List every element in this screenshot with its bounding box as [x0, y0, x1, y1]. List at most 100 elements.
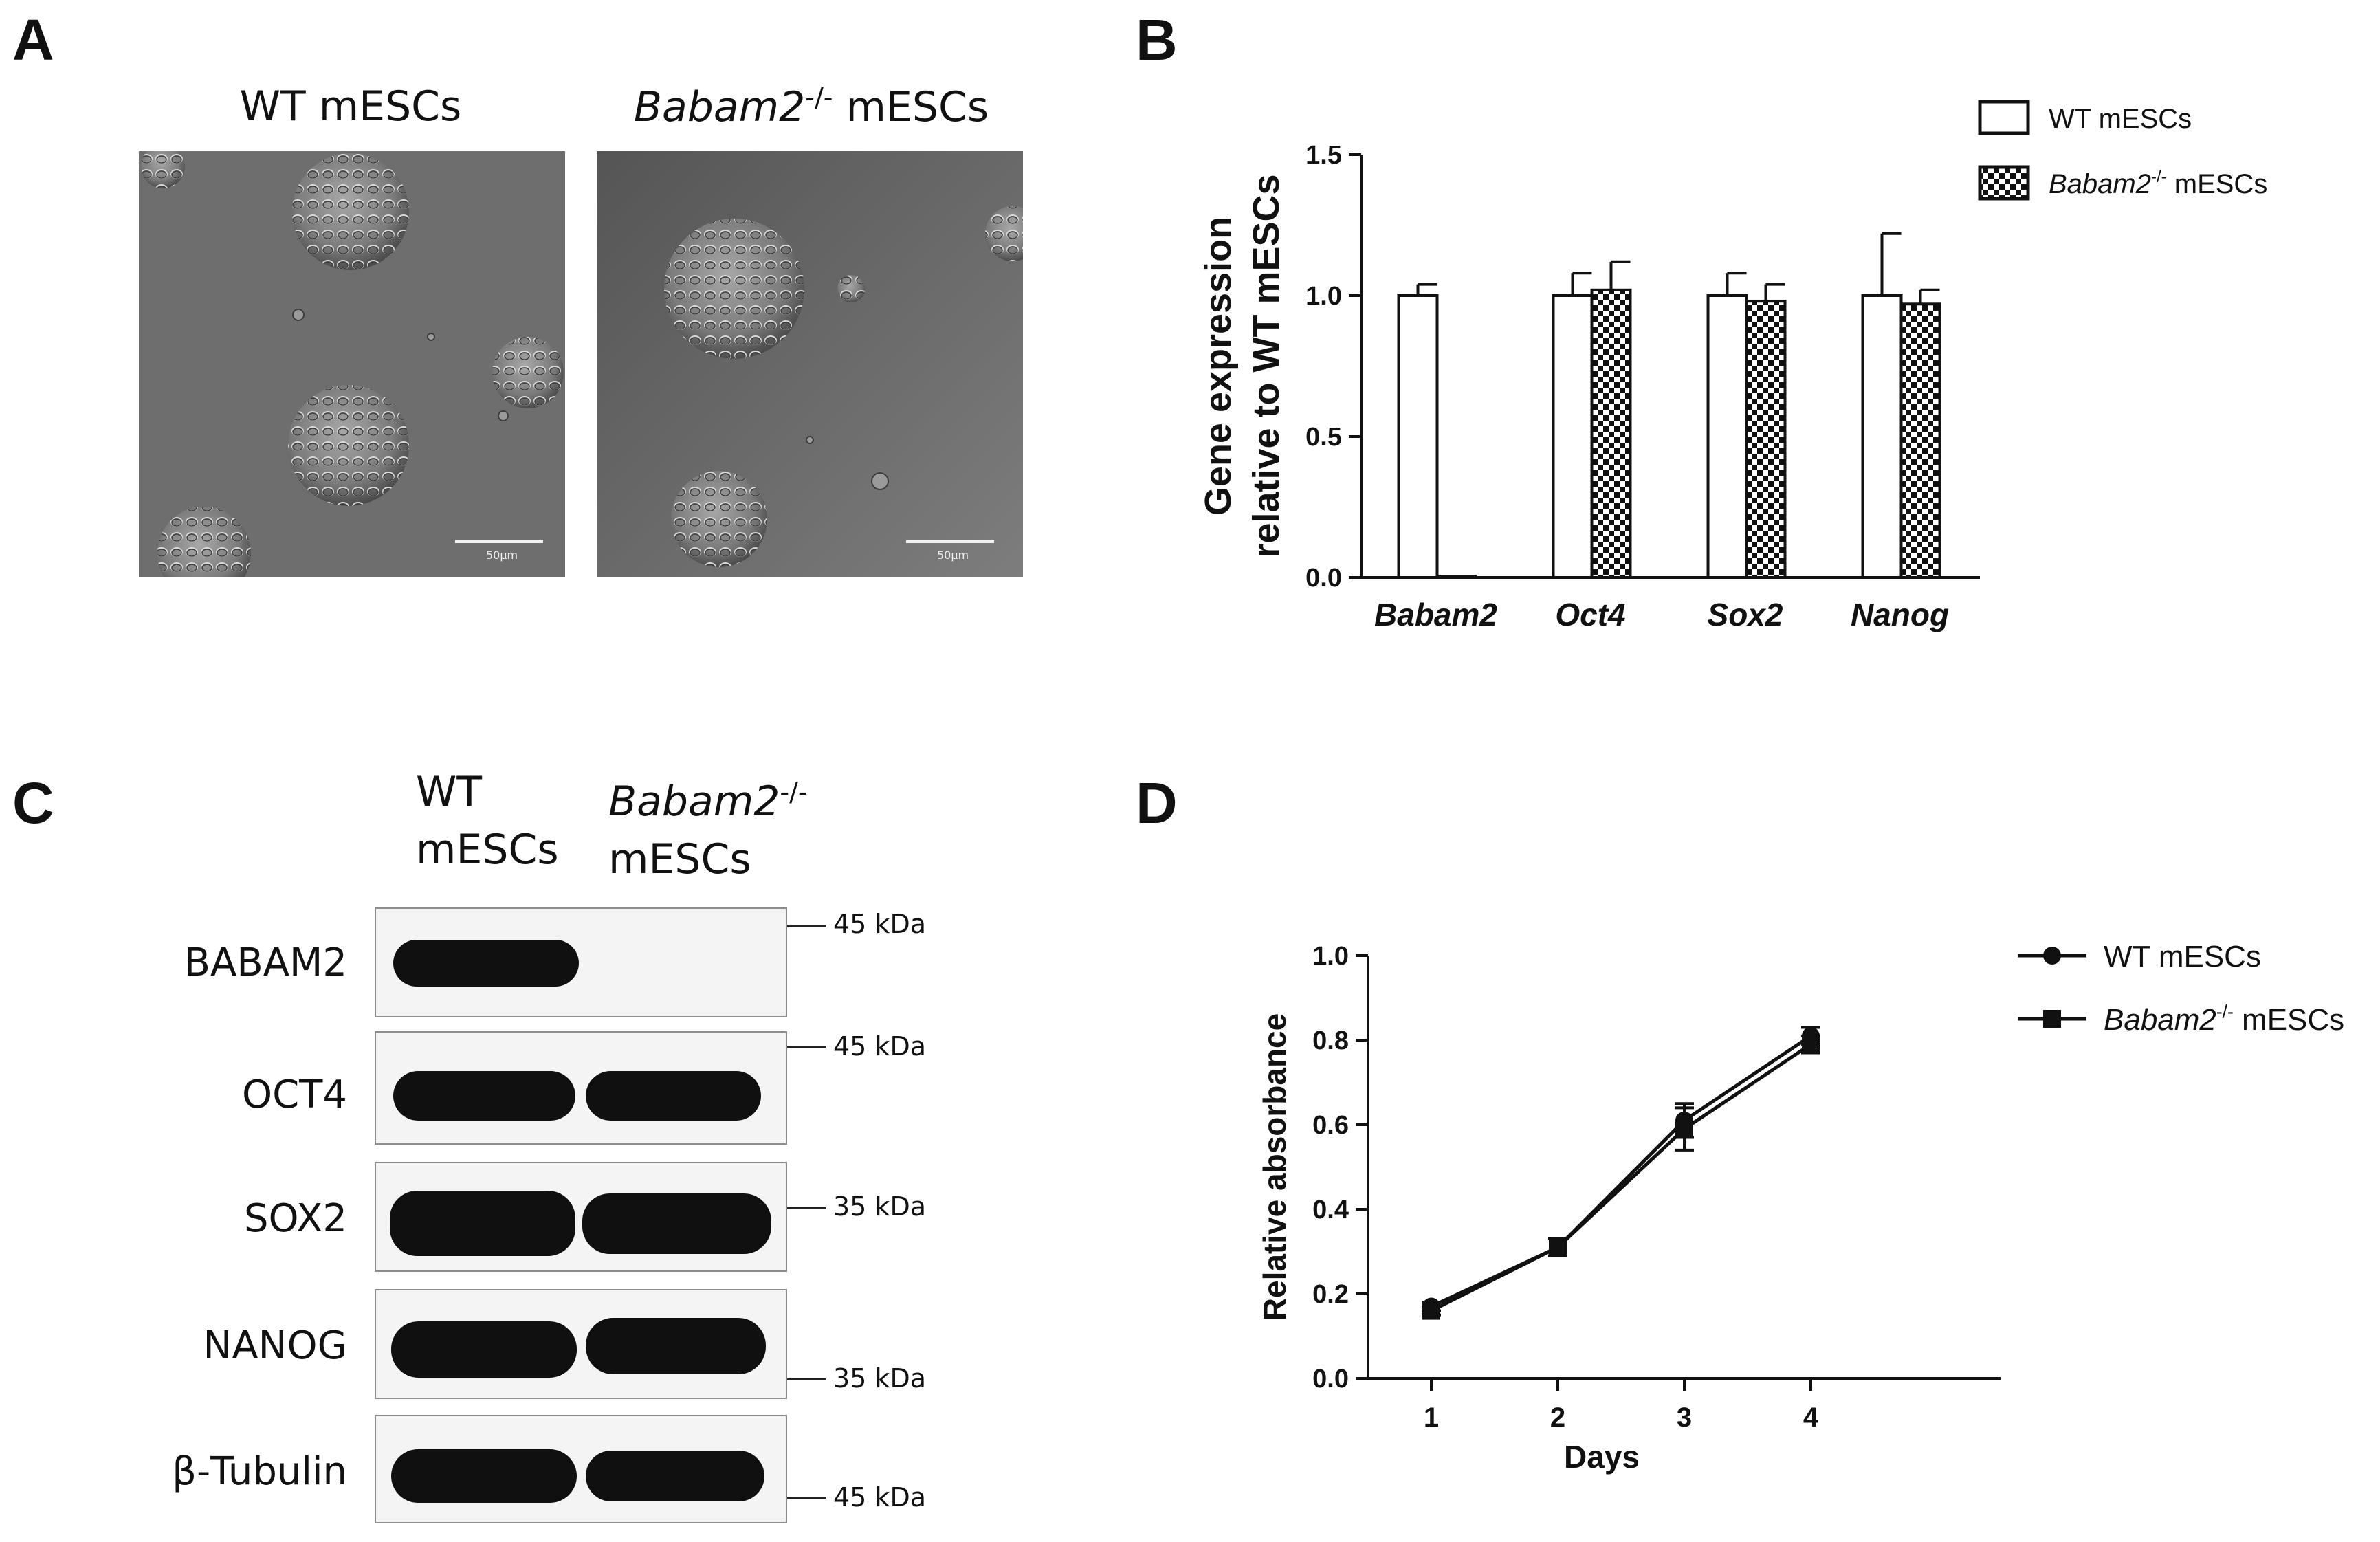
- band-ko: [586, 1071, 761, 1121]
- y-tick-label: 0.0: [1312, 1365, 1349, 1394]
- image-caption-ko: Babam2-/- mESCs: [591, 82, 1031, 131]
- protein-label-oct4: OCT4: [241, 1072, 347, 1117]
- bar: [1552, 294, 1594, 579]
- y-tick-label: 0.0: [1305, 564, 1342, 593]
- band-wt: [391, 1449, 577, 1503]
- lane-header-ko: Babam2-/- mESCs: [608, 763, 808, 888]
- series-line: [1430, 1043, 1812, 1312]
- caption-superscript: -/-: [805, 82, 833, 113]
- x-tick-label: Babam2: [1374, 597, 1497, 632]
- marker-label: 45 kDa: [833, 909, 926, 939]
- scale-bar-label: 50μm: [486, 549, 518, 562]
- caption-italic: Babam2: [633, 83, 806, 131]
- scale-bar-label: 50μm: [937, 549, 969, 562]
- legend-label: WT mESCs: [2104, 940, 2261, 973]
- y-tick-label: 0.5: [1305, 423, 1342, 452]
- legend-label: Babam2-/- mESCs: [2104, 1001, 2344, 1037]
- scale-bar: [455, 540, 543, 543]
- colony-group: [664, 206, 1023, 567]
- x-tick-label: Nanog: [1851, 597, 1949, 632]
- marker-label: 35 kDa: [833, 1363, 926, 1394]
- marker-tick: [787, 925, 826, 927]
- image-caption-wt: WT mESCs: [137, 82, 564, 131]
- y-tick-label: 0.4: [1312, 1196, 1349, 1224]
- x-tick-label: 4: [1803, 1402, 1819, 1433]
- bar: [1706, 294, 1748, 579]
- series-line: [1430, 1034, 1812, 1308]
- band-ko: [582, 1193, 771, 1254]
- band-wt: [393, 940, 579, 987]
- marker-tick: [787, 1046, 826, 1048]
- legend-marker: [2043, 947, 2061, 965]
- lane-header-italic: Babam2: [608, 778, 780, 826]
- marker-tick: [787, 1207, 826, 1209]
- caption-text: mESCs: [833, 83, 989, 131]
- lane-header-line2: mESCs: [608, 835, 751, 883]
- marker-tick: [787, 1497, 826, 1499]
- band-wt: [390, 1191, 575, 1256]
- panel-b-label: B: [1136, 8, 1178, 72]
- y-tick-label: 0.6: [1312, 1111, 1349, 1140]
- marker-tick: [787, 1378, 826, 1380]
- band-ko: [586, 1318, 766, 1374]
- lane-header-line1: WT: [416, 768, 482, 816]
- bar: [1435, 575, 1477, 579]
- lane-header-line2: mESCs: [416, 826, 559, 874]
- bar: [1899, 302, 1941, 579]
- micrograph-wt-svg: [139, 151, 565, 577]
- blot-oct4: [375, 1031, 787, 1145]
- micrograph-ko: 50μm: [597, 151, 1023, 577]
- data-point: [1675, 1120, 1693, 1138]
- lane-header-superscript: -/-: [780, 777, 808, 807]
- protein-label-beta-tubulin: β-Tubulin: [172, 1449, 347, 1494]
- legend-swatch: [1978, 100, 2030, 135]
- y-tick-label: 1.0: [1312, 942, 1349, 971]
- y-tick-label: 1.5: [1305, 141, 1342, 170]
- y-tick-label: 0.2: [1312, 1280, 1349, 1309]
- blot-beta-tubulin: [375, 1415, 787, 1523]
- lane-header-wt: WT mESCs: [416, 763, 559, 879]
- band-wt: [391, 1321, 577, 1378]
- bar: [1861, 294, 1903, 579]
- scale-bar: [906, 540, 994, 543]
- protein-label-nanog: NANOG: [203, 1323, 347, 1368]
- x-tick-label: 1: [1424, 1402, 1439, 1433]
- blot-sox2: [375, 1162, 787, 1272]
- y-tick-label: 0.8: [1312, 1026, 1349, 1055]
- blot-babam2: [375, 907, 787, 1017]
- bar: [1745, 300, 1787, 579]
- data-point: [1549, 1238, 1567, 1257]
- x-tick-label: Sox2: [1708, 597, 1783, 632]
- x-tick-label: Oct4: [1555, 597, 1625, 632]
- x-tick-label: 3: [1677, 1402, 1692, 1433]
- marker-label: 45 kDa: [833, 1031, 926, 1061]
- band-ko: [586, 1451, 764, 1501]
- y-tick-label: 1.0: [1305, 282, 1342, 311]
- micrograph-ko-svg: [597, 151, 1023, 577]
- protein-label-babam2: BABAM2: [184, 940, 347, 985]
- legend-label: WT mESCs: [2049, 104, 2192, 134]
- legend-marker: [2043, 1010, 2061, 1028]
- bar-chart-gene-expression: 0.0 0.5 1.0 1.5 Gene expression relative to W…: [1198, 100, 2267, 632]
- y-axis-label: Relative absorbance: [1257, 1013, 1292, 1321]
- data-point: [1422, 1301, 1440, 1320]
- panel-d-label: D: [1136, 771, 1178, 835]
- marker-label: 45 kDa: [833, 1482, 926, 1512]
- panel-c-label: C: [12, 771, 54, 835]
- data-point: [1802, 1035, 1820, 1054]
- y-axis-label: Gene expression relative to WT mESCs: [1198, 174, 1287, 558]
- panel-a-label: A: [12, 8, 54, 72]
- legend-swatch: [1978, 165, 2030, 201]
- blot-nanog: [375, 1289, 787, 1399]
- protein-label-sox2: SOX2: [243, 1196, 347, 1241]
- x-axis-label: Days: [1564, 1439, 1640, 1475]
- colony-group: [141, 151, 564, 577]
- caption-text: WT mESCs: [239, 82, 462, 131]
- bar: [1397, 294, 1439, 579]
- marker-label: 35 kDa: [833, 1191, 926, 1222]
- bar: [1590, 288, 1632, 579]
- legend-label: Babam2-/- mESCs: [2049, 168, 2267, 199]
- micrograph-wt: 50μm: [139, 151, 565, 577]
- line-chart-relative-absorbance: 0.0 0.2 0.4 0.6 0.8 1.0 1 2 3 4 Days Relative absor…: [1257, 940, 2344, 1475]
- x-tick-label: 2: [1550, 1402, 1565, 1433]
